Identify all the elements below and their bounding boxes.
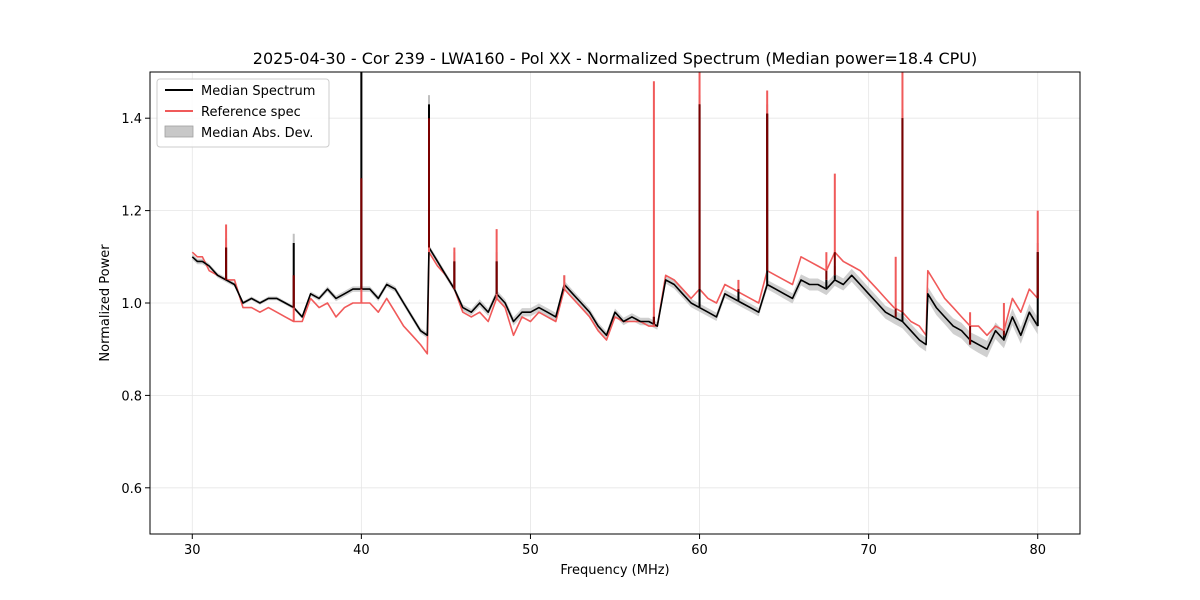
- y-tick-label: 1.2: [121, 205, 142, 220]
- x-axis-label: Frequency (MHz): [560, 563, 669, 578]
- plot-area: [191, 72, 1039, 358]
- grid: [150, 72, 1080, 534]
- y-tick-label: 0.8: [121, 389, 142, 404]
- x-tick-label: 60: [691, 543, 708, 558]
- x-tick-label: 50: [522, 543, 539, 558]
- y-axis: 0.6 0.8 1.0 1.2 1.4: [121, 112, 150, 497]
- legend-box: [156, 78, 330, 148]
- legend: Median Spectrum Reference spec Median Ab…: [156, 78, 330, 148]
- median-spectrum-line: [191, 246, 1039, 351]
- y-tick-label: 0.6: [121, 482, 142, 497]
- y-tick-label: 1.0: [121, 297, 142, 312]
- legend-swatch-mad: [164, 125, 194, 138]
- x-tick-label: 40: [353, 543, 370, 558]
- legend-label-reference: Reference spec: [201, 105, 301, 120]
- x-tick-label: 30: [184, 543, 201, 558]
- chart-title: 2025-04-30 - Cor 239 - LWA160 - Pol XX -…: [253, 49, 977, 68]
- reference-spec-line: [191, 251, 1039, 355]
- legend-label-median: Median Spectrum: [201, 84, 315, 99]
- x-axis: 30 40 50 60 70 80: [184, 534, 1046, 558]
- x-tick-label: 70: [860, 543, 877, 558]
- legend-label-mad: Median Abs. Dev.: [201, 126, 313, 141]
- y-axis-label: Normalized Power: [98, 244, 113, 362]
- x-tick-label: 80: [1029, 543, 1046, 558]
- y-tick-label: 1.4: [121, 112, 142, 127]
